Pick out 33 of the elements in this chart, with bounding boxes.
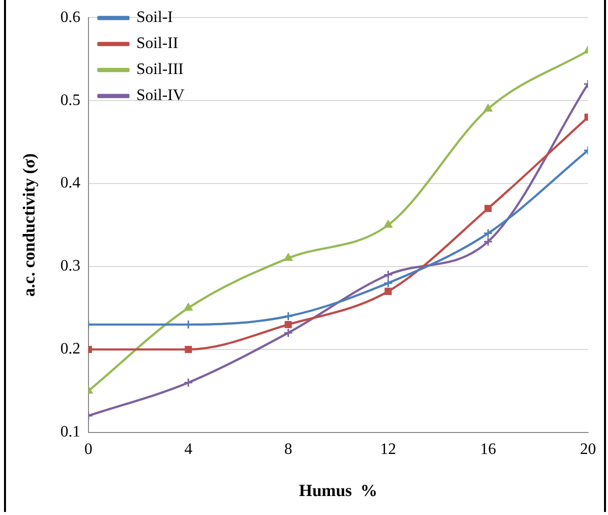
legend-label: Soil-IV <box>136 87 185 104</box>
point <box>484 204 492 212</box>
x-tick-label: 20 <box>580 441 596 458</box>
point <box>283 312 293 322</box>
x-tick-label: 12 <box>380 441 396 458</box>
point <box>184 346 192 354</box>
x-tick-label: 0 <box>84 441 92 458</box>
point <box>283 328 293 338</box>
point <box>384 220 392 228</box>
point <box>483 236 493 246</box>
y-tick-label: 0.5 <box>60 92 80 109</box>
y-tick-label: 0.3 <box>60 258 80 275</box>
x-tick-label: 4 <box>184 441 192 458</box>
x-tick-label: 8 <box>284 441 292 458</box>
point <box>284 320 292 328</box>
point <box>384 288 392 295</box>
point <box>383 278 393 288</box>
y-axis-title: a.c. conductivity (σ) <box>20 153 39 297</box>
y-tick-label: 0.6 <box>60 8 80 26</box>
legend-label: Soil-I <box>136 9 173 26</box>
legend-label: Soil-II <box>136 35 178 52</box>
point <box>184 378 194 388</box>
x-tick-label: 16 <box>480 441 496 458</box>
y-tick-label: 0.4 <box>60 174 80 192</box>
y-tick-label: 0.2 <box>60 340 80 358</box>
point <box>383 270 393 280</box>
point <box>483 228 493 238</box>
point <box>184 303 193 311</box>
y-tick-label: 0.1 <box>60 424 80 441</box>
point <box>284 253 292 261</box>
x-axis-title: Humus % <box>298 481 378 500</box>
point <box>484 104 492 112</box>
legend-label: Soil-III <box>136 61 184 78</box>
